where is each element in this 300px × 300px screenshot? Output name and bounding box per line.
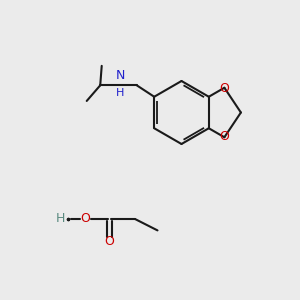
Text: O: O (220, 130, 230, 143)
Text: H: H (116, 88, 124, 98)
Text: O: O (105, 235, 114, 248)
Text: O: O (81, 212, 90, 226)
Text: N: N (116, 69, 125, 82)
Text: O: O (220, 82, 230, 94)
Text: H: H (55, 212, 65, 226)
